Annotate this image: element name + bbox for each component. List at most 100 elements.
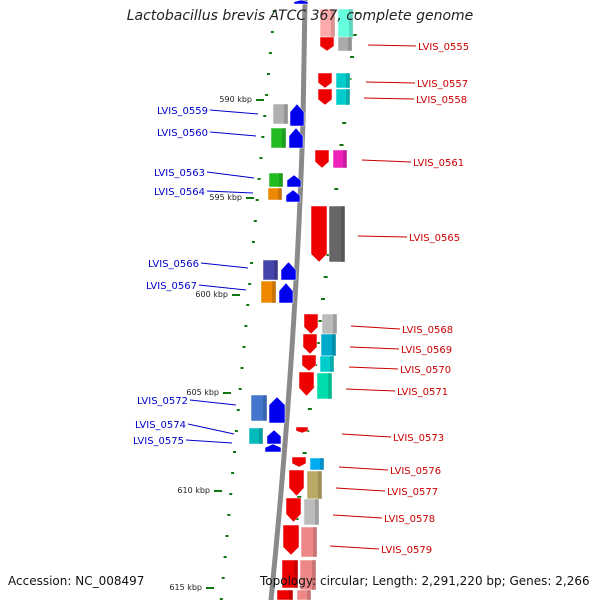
ruler-dot — [221, 577, 225, 579]
ruler-dot — [259, 157, 263, 159]
label-connector — [357, 235, 408, 238]
ruler-dot — [272, 10, 276, 12]
gene-block-shade — [294, 560, 298, 588]
gene-block — [270, 127, 287, 149]
gene-label-right: LVIS_0561 — [413, 158, 464, 169]
gene-labels: LVIS_0559 LVIS_0560 LVIS_0563 LVIS_0564 LVIS… — [133, 42, 469, 556]
ruler-dot — [229, 493, 233, 495]
gene-arrow-reverse — [310, 205, 328, 263]
gene-label-right: LVIS_0573 — [393, 433, 444, 444]
ruler-dot — [234, 430, 238, 432]
ruler-tick — [214, 490, 222, 492]
ruler-dot — [302, 452, 307, 454]
gene-label-left: LVIS_0574 — [135, 420, 186, 431]
gene-block — [268, 172, 284, 188]
ruler-dot — [255, 199, 259, 201]
gene-block-shade — [348, 37, 352, 51]
ruler-dot — [253, 220, 257, 222]
gene-block — [262, 259, 279, 281]
map-title: Lactobacillus brevis ATCC 367, complete … — [126, 8, 474, 24]
gene-block-shade — [346, 73, 350, 88]
gene-arrow-reverse — [295, 426, 309, 434]
gene-block-shade — [313, 527, 317, 557]
gene-block-shade — [331, 9, 335, 37]
gene-block — [309, 457, 325, 471]
gene-block-shade — [349, 9, 353, 39]
gene-label-right: LVIS_0568 — [402, 325, 453, 336]
gene-block-shade — [284, 104, 288, 124]
gene-block-shade — [333, 314, 337, 334]
ruler-dot — [270, 31, 274, 33]
ruler-dot — [334, 188, 339, 190]
gene-label-left: LVIS_0572 — [137, 396, 188, 407]
gene-arrow-reverse — [282, 524, 300, 556]
gene-block-shade — [282, 128, 286, 148]
gene-label-right: LVIS_0557 — [417, 79, 468, 90]
ruler-dot — [350, 56, 355, 58]
gene-block — [335, 72, 351, 89]
ruler-dot — [321, 298, 326, 300]
gene-arrow-reverse — [302, 333, 318, 355]
gene-block — [316, 372, 333, 400]
gene-arrow-forward — [286, 174, 302, 188]
gene-arrow-forward — [293, 0, 309, 5]
ruler-dot — [246, 304, 250, 306]
ruler-dot — [342, 122, 347, 124]
label-connector — [341, 433, 392, 438]
gene-label-right: LVIS_0555 — [418, 42, 469, 53]
label-connector — [209, 109, 259, 115]
gene-block — [335, 88, 351, 106]
ruler-dot — [352, 34, 357, 36]
gene-arrow-forward — [280, 261, 297, 281]
gene-label-left: LVIS_0564 — [154, 187, 205, 198]
label-connector — [365, 81, 416, 84]
gene-label-left: LVIS_0566 — [148, 259, 199, 270]
gene-arrow-forward — [266, 429, 282, 445]
gene-block — [337, 36, 353, 52]
gene-label-right: LVIS_0569 — [401, 345, 452, 356]
label-connector — [187, 423, 235, 435]
ruler-tick-label: 615 kbp — [169, 583, 202, 592]
label-connector — [185, 439, 233, 444]
gene-arrow-reverse — [285, 497, 302, 523]
ruler-dot — [318, 320, 323, 322]
ruler-tick-label: 600 kbp — [195, 290, 228, 299]
ruler-dot — [238, 388, 242, 390]
ruler-dot — [297, 496, 302, 498]
gene-arrow-reverse — [303, 313, 319, 335]
ruler-dot — [233, 451, 237, 453]
ruler-dot — [257, 178, 261, 180]
gene-label-right: LVIS_0578 — [384, 514, 435, 525]
gene-label-left: LVIS_0563 — [154, 168, 205, 179]
label-connector — [198, 284, 247, 291]
ruler-dot — [240, 367, 244, 369]
label-connector — [332, 514, 383, 519]
ruler-tick — [206, 587, 214, 589]
gene-block-shade — [263, 395, 267, 421]
ruler-dot — [268, 52, 272, 54]
ruler-dot — [315, 342, 320, 344]
ruler-dot — [225, 535, 229, 537]
gene-block — [296, 589, 312, 600]
gene-block-shade — [332, 334, 336, 356]
gene-block-shade — [346, 89, 350, 105]
ruler-dot — [323, 276, 328, 278]
label-connector — [200, 262, 249, 269]
gene-arrow-reverse — [301, 354, 317, 372]
label-connector — [349, 346, 400, 350]
ruler-tick — [223, 392, 231, 394]
gene-block — [260, 280, 277, 304]
label-connector — [338, 466, 389, 471]
gene-block-shade — [341, 206, 345, 262]
gene-block-shade — [259, 428, 263, 444]
gene-label-right: LVIS_0571 — [397, 387, 448, 398]
gene-arrow-forward — [289, 103, 305, 127]
gene-block-shade — [320, 458, 324, 470]
genome-backbone — [268, 0, 308, 600]
ruler-dot — [227, 514, 231, 516]
ruler-dot — [244, 325, 248, 327]
accession-text: Accession: NC_008497 — [8, 574, 145, 588]
ruler-dot — [267, 73, 271, 75]
label-connector — [209, 131, 257, 137]
